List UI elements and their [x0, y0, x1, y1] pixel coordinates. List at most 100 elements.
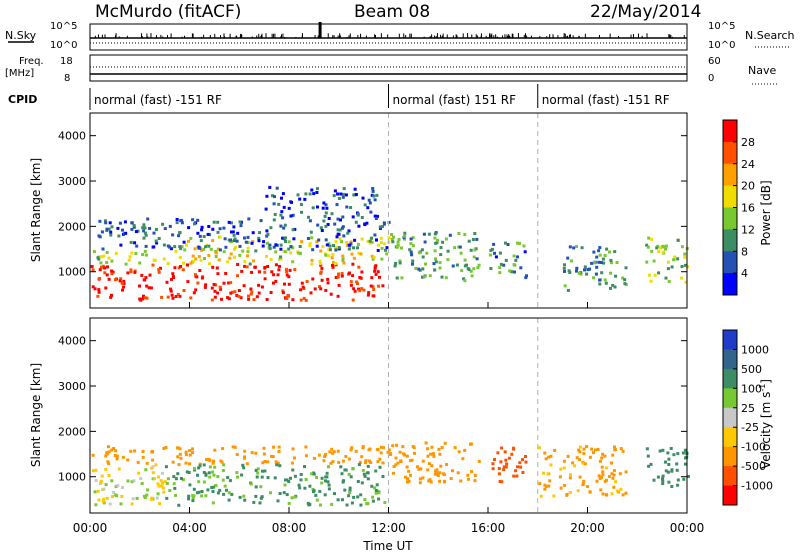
range-cell [374, 489, 378, 492]
range-cell [280, 210, 284, 214]
range-cell [280, 196, 283, 200]
range-cell [173, 266, 177, 270]
range-cell [502, 468, 506, 472]
nsky-trace [90, 22, 687, 44]
range-cell [115, 454, 119, 458]
range-cell [247, 217, 251, 221]
range-cell [367, 198, 371, 202]
range-cell [216, 272, 220, 276]
range-cell [366, 293, 370, 297]
range-cell [347, 272, 351, 276]
range-cell [231, 445, 235, 449]
range-cell [661, 250, 665, 254]
range-cell [325, 475, 329, 479]
range-cell [666, 260, 670, 264]
range-cell [476, 266, 480, 270]
range-cell [106, 460, 110, 464]
range-cell [380, 241, 383, 245]
range-cell [330, 502, 334, 506]
range-cell [212, 459, 215, 463]
range-cell [664, 247, 667, 251]
range-cell [243, 236, 246, 240]
range-cell [666, 451, 670, 455]
range-cell [223, 484, 227, 488]
freq-panel [89, 54, 688, 82]
range-cell [493, 251, 496, 255]
range-cell [278, 264, 281, 268]
range-cell [352, 287, 356, 291]
range-cell [318, 285, 321, 289]
power-colorbar-swatch [723, 185, 737, 208]
range-cell [575, 245, 578, 248]
range-cell [376, 460, 380, 464]
range-cell [465, 263, 468, 267]
range-cell [246, 240, 250, 244]
range-cell [182, 261, 185, 265]
range-cell [232, 239, 236, 242]
range-cell [332, 450, 336, 454]
xtick-label: 16:00 [471, 521, 506, 535]
range-cell [110, 479, 114, 483]
range-cell [250, 290, 254, 294]
range-cell [340, 274, 344, 278]
range-cell [411, 445, 415, 448]
range-cell [324, 211, 328, 215]
range-cell [102, 487, 106, 491]
range-cell [187, 494, 191, 498]
range-cell [588, 267, 592, 271]
range-cell [324, 224, 328, 228]
range-cell [233, 255, 237, 259]
range-cell [107, 277, 111, 281]
range-cell [502, 465, 506, 469]
range-cell [421, 459, 425, 463]
range-cell [327, 483, 331, 487]
power-colorbar-tick-label: 24 [741, 158, 755, 171]
range-cell [357, 251, 361, 255]
range-cell [266, 265, 270, 268]
range-cell [323, 493, 327, 497]
range-cell [463, 258, 467, 262]
range-cell [449, 477, 453, 480]
range-cell [438, 471, 442, 475]
range-cell [299, 203, 303, 206]
range-cell [428, 274, 432, 278]
range-cell [334, 240, 338, 244]
range-cell [284, 240, 287, 243]
range-cell [107, 474, 111, 477]
range-cell [253, 265, 257, 269]
range-cell [349, 240, 353, 244]
range-cell [370, 276, 374, 280]
range-cell [178, 294, 182, 298]
range-cell [512, 474, 516, 478]
freq-label-line1: Freq. [19, 56, 44, 67]
range-cell [427, 462, 431, 466]
range-cell [198, 234, 202, 238]
range-cell [504, 458, 508, 462]
range-cell [320, 229, 324, 232]
range-cell [336, 294, 340, 298]
range-cell [211, 265, 215, 269]
range-cell [251, 240, 255, 244]
range-cell [224, 272, 228, 275]
range-cell [381, 284, 385, 288]
range-cell [233, 247, 236, 251]
range-cell [207, 471, 211, 475]
ytick-label: 1000 [58, 266, 86, 279]
range-cell [260, 495, 264, 499]
power-panel [89, 112, 690, 309]
range-cell [188, 483, 192, 487]
range-cell [169, 247, 173, 251]
range-cell [279, 224, 283, 228]
range-cell [603, 254, 607, 257]
range-cell [546, 472, 550, 476]
range-cell [508, 269, 512, 273]
range-cell [395, 443, 399, 447]
range-cell [305, 280, 309, 283]
range-cell [344, 455, 348, 458]
range-cell [383, 501, 387, 504]
range-cell [104, 467, 108, 471]
range-cell [585, 272, 589, 276]
range-cell [429, 452, 433, 456]
range-cell [213, 289, 217, 293]
range-cell [279, 257, 283, 261]
